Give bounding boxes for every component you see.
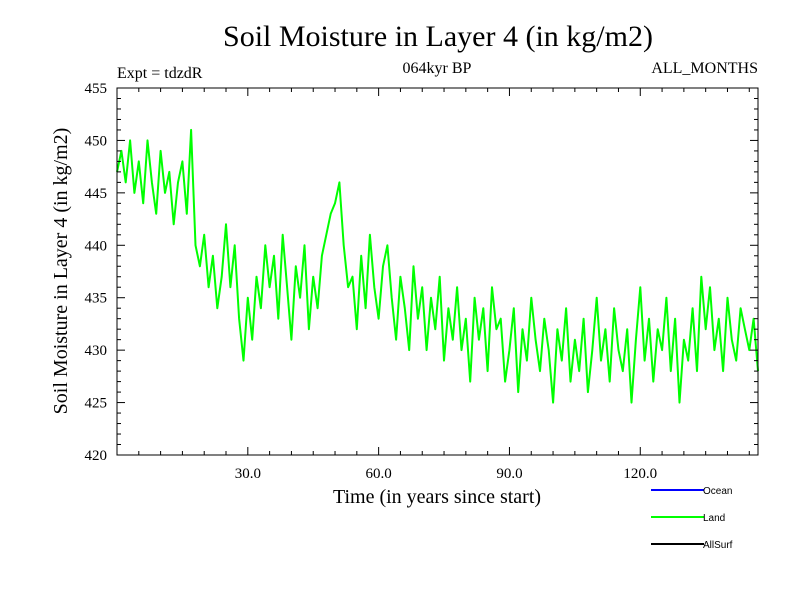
x-axis-label: Time (in years since start) bbox=[333, 486, 541, 508]
y-tick-label: 440 bbox=[85, 238, 108, 254]
y-tick-label: 430 bbox=[85, 343, 108, 359]
plot-area bbox=[116, 128, 759, 404]
months-label: ALL_MONTHS bbox=[651, 60, 758, 77]
axes: 420 425 430 435 440 445 450 455 30.0 60.0 90.0 120.… bbox=[85, 81, 758, 482]
x-tick-label: 60.0 bbox=[366, 466, 392, 482]
y-tick-label: 455 bbox=[85, 81, 108, 97]
legend-label-ocean: Ocean bbox=[703, 486, 732, 497]
x-tick-label: 90.0 bbox=[496, 466, 522, 482]
y-tick-label: 420 bbox=[85, 448, 108, 464]
legend: Ocean Land AllSurf bbox=[651, 486, 733, 551]
y-tick-label: 445 bbox=[85, 186, 108, 202]
y-tick-label: 425 bbox=[85, 396, 108, 412]
legend-label-allsurf: AllSurf bbox=[703, 540, 733, 551]
series-line-land bbox=[116, 128, 759, 404]
x-tick-label: 30.0 bbox=[235, 466, 261, 482]
experiment-label: Expt = tdzdR bbox=[117, 65, 203, 82]
plot-frame bbox=[116, 87, 759, 456]
x-tick-label: 120.0 bbox=[623, 466, 657, 482]
y-tick-label: 435 bbox=[85, 291, 108, 307]
y-tick-label: 450 bbox=[85, 133, 108, 149]
chart-subtitle: 064kyr BP bbox=[403, 60, 472, 77]
chart-title: Soil Moisture in Layer 4 (in kg/m2) bbox=[223, 20, 653, 53]
legend-label-land: Land bbox=[703, 513, 725, 524]
y-axis-label: Soil Moisture in Layer 4 (in kg/m2) bbox=[50, 128, 72, 415]
